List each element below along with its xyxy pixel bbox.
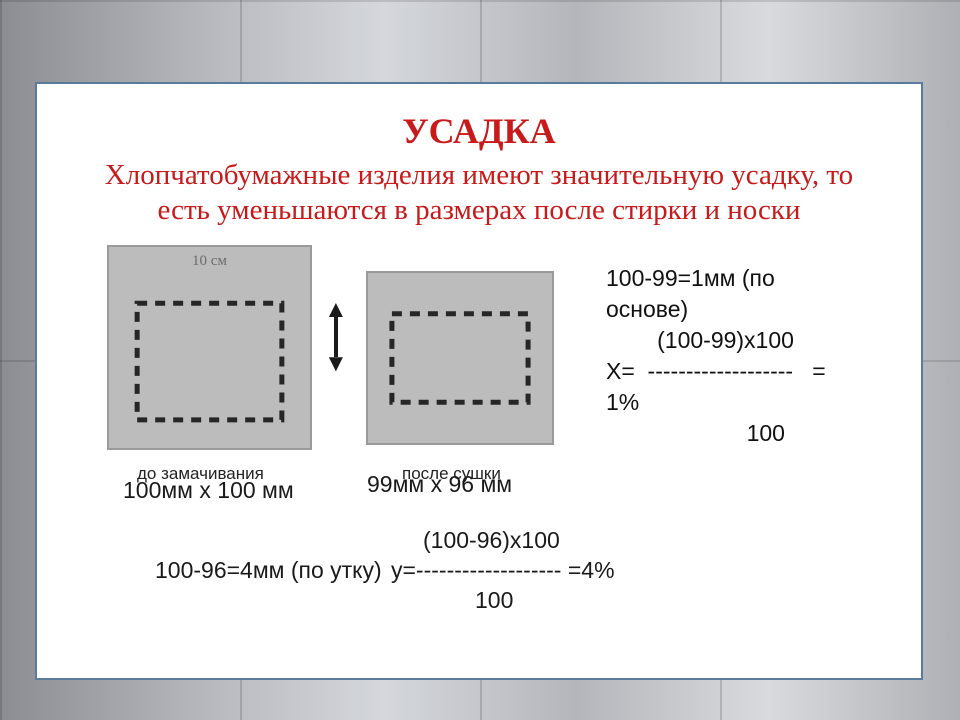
swatch-after-dashed-rect [368,273,552,443]
swatch-after [366,271,554,445]
dims-before: 100мм х 100 мм [123,477,294,504]
subtitle: Хлопчатобумажные изделия имеют значитель… [99,158,859,229]
calc-warp: 100-99=1мм (по основе) (100-99)х100 Х= -… [606,263,826,449]
diagrams-row: 10 см ▲ ▼ 100-99=1мм (по основе) (100-99… [71,245,887,465]
swatch-before-dashed-rect [109,247,310,448]
calc-weft-label: 100-96=4мм (по утку) [155,557,382,584]
calc-weft-mid: у=------------------- =4% [391,557,615,584]
title: УСАДКА [71,110,887,152]
double-arrow-icon: ▲ ▼ [324,303,348,372]
calc-weft-bot: 100 [475,587,513,614]
arrow-up-glyph: ▲ [324,303,348,317]
dims-after: 99мм х 96 мм [367,471,512,498]
arrow-down-glyph: ▼ [324,357,348,371]
slide-sheet: УСАДКА Хлопчатобумажные изделия имеют зн… [35,82,923,680]
viewport: УСАДКА Хлопчатобумажные изделия имеют зн… [0,0,960,720]
swatch-before: 10 см [107,245,312,450]
calc-weft-top: (100-96)х100 [423,527,560,554]
